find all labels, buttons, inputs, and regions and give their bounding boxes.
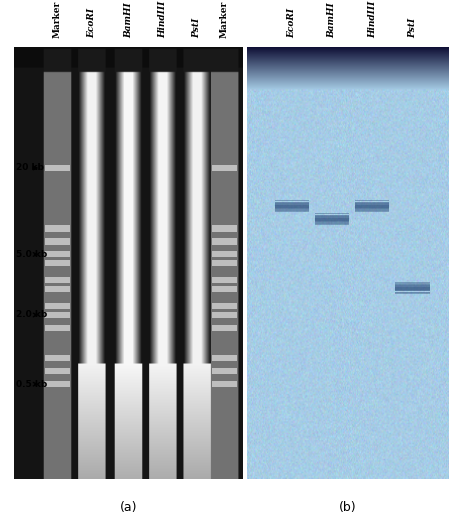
FancyBboxPatch shape: [274, 203, 309, 205]
FancyBboxPatch shape: [45, 260, 70, 266]
FancyBboxPatch shape: [274, 206, 309, 208]
FancyBboxPatch shape: [212, 286, 237, 292]
Text: HindIII: HindIII: [368, 1, 377, 38]
FancyBboxPatch shape: [212, 355, 237, 361]
FancyBboxPatch shape: [315, 216, 349, 218]
FancyBboxPatch shape: [212, 312, 237, 318]
FancyBboxPatch shape: [315, 221, 349, 222]
FancyBboxPatch shape: [315, 218, 349, 219]
FancyBboxPatch shape: [212, 239, 237, 244]
Text: EcoRI: EcoRI: [87, 8, 96, 38]
Text: BamHI: BamHI: [124, 3, 133, 38]
FancyBboxPatch shape: [45, 277, 70, 283]
FancyBboxPatch shape: [315, 224, 349, 225]
FancyBboxPatch shape: [395, 290, 430, 291]
Text: BamHI: BamHI: [327, 3, 337, 38]
FancyBboxPatch shape: [315, 222, 349, 224]
FancyBboxPatch shape: [212, 277, 237, 283]
FancyBboxPatch shape: [212, 252, 237, 257]
FancyBboxPatch shape: [212, 260, 237, 266]
FancyBboxPatch shape: [395, 287, 430, 288]
FancyBboxPatch shape: [212, 325, 237, 331]
Text: Marker: Marker: [53, 1, 62, 38]
Text: 20 kb: 20 kb: [16, 164, 44, 172]
FancyBboxPatch shape: [274, 209, 309, 211]
Text: (a): (a): [120, 501, 137, 514]
FancyBboxPatch shape: [212, 303, 237, 309]
FancyBboxPatch shape: [45, 381, 70, 387]
Text: HindIII: HindIII: [158, 1, 167, 38]
FancyBboxPatch shape: [315, 219, 349, 220]
FancyBboxPatch shape: [395, 293, 430, 294]
FancyBboxPatch shape: [395, 289, 430, 290]
FancyBboxPatch shape: [45, 325, 70, 331]
Text: 5.0 kb: 5.0 kb: [16, 250, 47, 259]
FancyBboxPatch shape: [212, 226, 237, 231]
FancyBboxPatch shape: [355, 202, 389, 203]
FancyBboxPatch shape: [355, 211, 389, 212]
FancyBboxPatch shape: [355, 208, 389, 209]
FancyBboxPatch shape: [274, 200, 309, 202]
FancyBboxPatch shape: [395, 286, 430, 287]
FancyBboxPatch shape: [274, 205, 309, 206]
Text: PstI: PstI: [192, 18, 202, 38]
Text: Marker: Marker: [220, 1, 229, 38]
FancyBboxPatch shape: [355, 206, 389, 208]
FancyBboxPatch shape: [45, 355, 70, 361]
FancyBboxPatch shape: [395, 292, 430, 293]
FancyBboxPatch shape: [212, 165, 237, 171]
Text: (b): (b): [339, 501, 357, 514]
FancyBboxPatch shape: [315, 215, 349, 216]
FancyBboxPatch shape: [395, 282, 430, 283]
FancyBboxPatch shape: [355, 203, 389, 205]
FancyBboxPatch shape: [45, 165, 70, 171]
FancyBboxPatch shape: [45, 226, 70, 231]
FancyBboxPatch shape: [212, 368, 237, 374]
FancyBboxPatch shape: [45, 312, 70, 318]
FancyBboxPatch shape: [45, 368, 70, 374]
Text: 0.5 kb: 0.5 kb: [16, 380, 47, 389]
FancyBboxPatch shape: [355, 200, 389, 202]
FancyBboxPatch shape: [212, 381, 237, 387]
FancyBboxPatch shape: [274, 202, 309, 203]
FancyBboxPatch shape: [395, 284, 430, 285]
Text: PstI: PstI: [408, 18, 417, 38]
FancyBboxPatch shape: [45, 239, 70, 244]
FancyBboxPatch shape: [45, 286, 70, 292]
FancyBboxPatch shape: [274, 208, 309, 209]
FancyBboxPatch shape: [45, 303, 70, 309]
Text: EcoRI: EcoRI: [287, 8, 296, 38]
FancyBboxPatch shape: [315, 213, 349, 215]
FancyBboxPatch shape: [355, 205, 389, 206]
Text: 2.0 kb: 2.0 kb: [16, 311, 47, 319]
FancyBboxPatch shape: [274, 211, 309, 212]
FancyBboxPatch shape: [45, 252, 70, 257]
FancyBboxPatch shape: [355, 209, 389, 211]
